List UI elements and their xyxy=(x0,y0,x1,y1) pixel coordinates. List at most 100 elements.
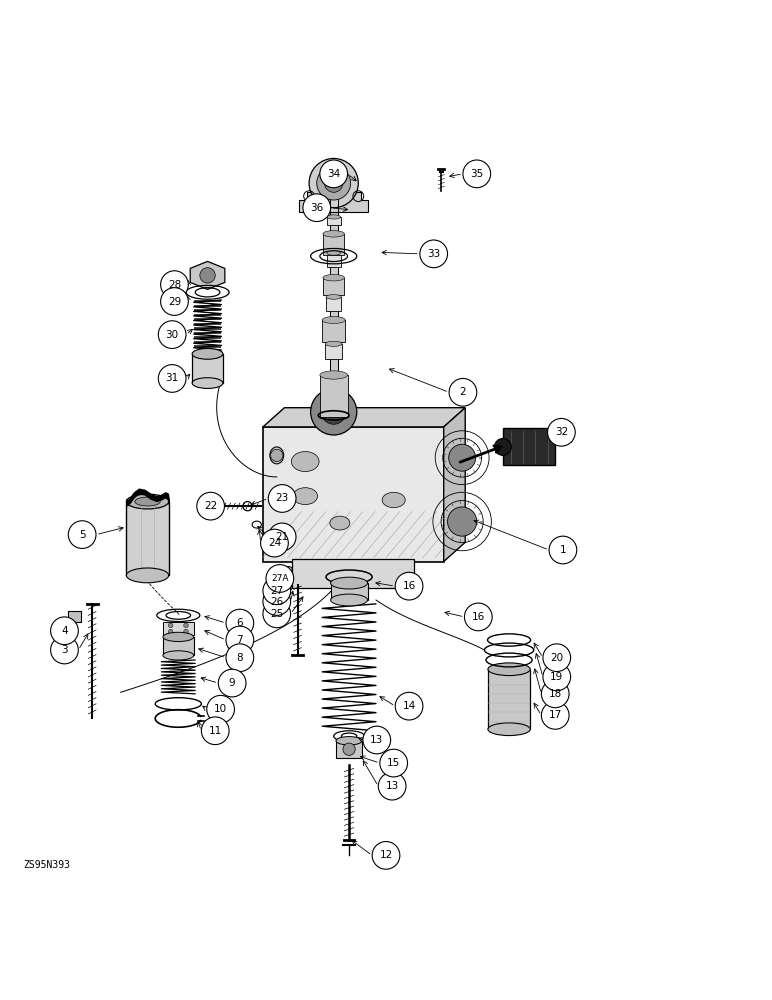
Circle shape xyxy=(372,842,400,869)
Circle shape xyxy=(201,717,229,745)
Text: 15: 15 xyxy=(387,758,401,768)
Polygon shape xyxy=(263,408,466,427)
Bar xyxy=(322,320,345,342)
Circle shape xyxy=(266,565,293,592)
Bar xyxy=(194,309,222,311)
Circle shape xyxy=(395,572,423,600)
Text: 9: 9 xyxy=(229,678,235,688)
Text: 18: 18 xyxy=(549,689,562,699)
Circle shape xyxy=(168,623,173,628)
Bar xyxy=(194,318,222,320)
Text: 1: 1 xyxy=(560,545,566,555)
Ellipse shape xyxy=(192,378,223,388)
Text: 11: 11 xyxy=(208,726,222,736)
Circle shape xyxy=(309,158,358,208)
Circle shape xyxy=(51,617,78,645)
Text: 7: 7 xyxy=(236,635,243,645)
Ellipse shape xyxy=(163,632,194,642)
Text: 28: 28 xyxy=(168,280,181,290)
Circle shape xyxy=(226,626,254,654)
Circle shape xyxy=(200,268,215,283)
Circle shape xyxy=(449,378,477,406)
Circle shape xyxy=(448,507,477,536)
Bar xyxy=(263,427,444,562)
Text: 26: 26 xyxy=(270,597,283,607)
Text: 16: 16 xyxy=(402,581,415,591)
Bar xyxy=(68,611,80,622)
Bar xyxy=(163,637,194,655)
Ellipse shape xyxy=(270,447,283,464)
Circle shape xyxy=(321,400,346,424)
Ellipse shape xyxy=(327,215,340,219)
Text: 4: 4 xyxy=(61,626,68,636)
Ellipse shape xyxy=(293,488,317,505)
Circle shape xyxy=(68,521,96,548)
Circle shape xyxy=(158,321,186,348)
Text: 31: 31 xyxy=(165,373,179,383)
Text: 2: 2 xyxy=(459,387,466,397)
Ellipse shape xyxy=(127,494,169,509)
Polygon shape xyxy=(444,408,466,562)
Text: 3: 3 xyxy=(61,645,68,655)
Ellipse shape xyxy=(330,516,350,530)
Ellipse shape xyxy=(192,348,223,359)
Text: 25: 25 xyxy=(270,609,283,619)
Ellipse shape xyxy=(291,452,319,472)
Text: 27: 27 xyxy=(270,586,283,596)
Ellipse shape xyxy=(323,231,344,237)
Circle shape xyxy=(541,680,569,708)
Circle shape xyxy=(378,772,406,800)
Bar xyxy=(194,300,222,302)
Circle shape xyxy=(310,389,357,435)
Circle shape xyxy=(263,577,290,605)
Text: 12: 12 xyxy=(379,850,393,860)
Text: 14: 14 xyxy=(402,701,415,711)
Circle shape xyxy=(449,444,476,471)
Circle shape xyxy=(463,160,491,188)
Text: 17: 17 xyxy=(549,710,562,720)
Ellipse shape xyxy=(325,341,342,346)
Bar xyxy=(320,375,347,417)
Polygon shape xyxy=(190,261,225,289)
Text: 36: 36 xyxy=(310,203,323,213)
Bar xyxy=(325,344,342,359)
Text: 5: 5 xyxy=(79,530,86,540)
Bar xyxy=(194,314,222,316)
Bar xyxy=(194,327,222,330)
Text: 33: 33 xyxy=(427,249,440,259)
Circle shape xyxy=(271,449,283,462)
Circle shape xyxy=(218,669,246,697)
Text: 24: 24 xyxy=(268,538,281,548)
Bar xyxy=(192,354,223,383)
Text: 32: 32 xyxy=(555,427,568,437)
Text: 19: 19 xyxy=(550,672,564,682)
Circle shape xyxy=(161,288,188,315)
Circle shape xyxy=(269,523,296,551)
Circle shape xyxy=(184,623,188,628)
Circle shape xyxy=(324,174,343,192)
Text: 10: 10 xyxy=(214,704,227,714)
Circle shape xyxy=(269,485,296,512)
Ellipse shape xyxy=(322,317,345,323)
Circle shape xyxy=(317,166,350,200)
Text: 30: 30 xyxy=(165,330,179,340)
Bar xyxy=(330,583,367,600)
Bar xyxy=(327,253,340,267)
Circle shape xyxy=(465,603,493,631)
Circle shape xyxy=(380,749,408,777)
Text: ZS95N393: ZS95N393 xyxy=(23,860,70,870)
Ellipse shape xyxy=(163,651,194,660)
Circle shape xyxy=(543,663,571,691)
Ellipse shape xyxy=(323,274,344,281)
Bar xyxy=(194,323,222,325)
Bar xyxy=(194,341,222,343)
Circle shape xyxy=(363,726,391,754)
Bar xyxy=(292,559,415,588)
Circle shape xyxy=(226,644,254,672)
Bar xyxy=(323,234,344,255)
Circle shape xyxy=(541,702,569,729)
Ellipse shape xyxy=(135,497,161,506)
Ellipse shape xyxy=(330,577,367,589)
Bar xyxy=(488,669,530,729)
Ellipse shape xyxy=(320,371,347,379)
